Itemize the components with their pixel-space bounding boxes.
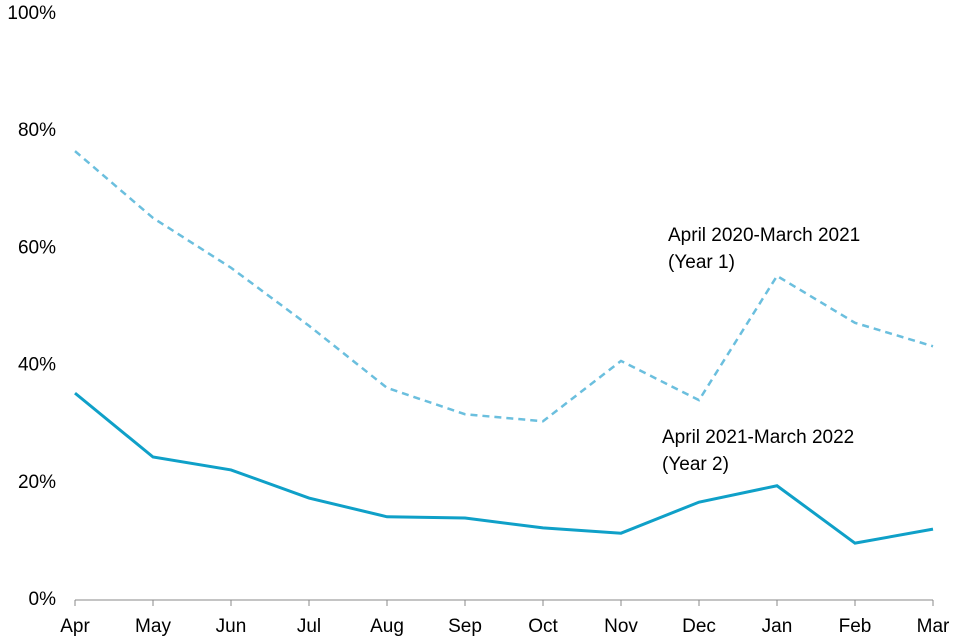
series-label: April 2020-March 2021	[668, 225, 860, 246]
x-tick-label: Feb	[839, 616, 872, 637]
x-tick-label: Jan	[762, 616, 793, 637]
x-tick-label: Jul	[297, 616, 321, 637]
x-tick-label: May	[135, 616, 171, 637]
series-line	[74, 391, 934, 545]
x-tick-label: Aug	[370, 616, 404, 637]
x-tick-label: Dec	[682, 616, 716, 637]
x-tick-label: Sep	[448, 616, 482, 637]
y-tick-label: 100%	[7, 3, 56, 24]
y-tick-label: 60%	[18, 237, 56, 258]
series-label: (Year 1)	[668, 252, 735, 273]
series-label: (Year 2)	[662, 454, 729, 475]
series-line	[74, 150, 934, 423]
y-tick-label: 40%	[18, 355, 56, 376]
x-tick-label: Nov	[604, 616, 638, 637]
x-tick-label: Apr	[60, 616, 90, 637]
y-tick-label: 20%	[18, 472, 56, 493]
x-tick-label: Mar	[917, 616, 950, 637]
y-tick-label: 0%	[29, 589, 57, 610]
series-label: April 2021-March 2022	[662, 427, 854, 448]
x-tick-label: Jun	[216, 616, 247, 637]
y-tick-label: 80%	[18, 120, 56, 141]
x-tick-label: Oct	[528, 616, 558, 637]
